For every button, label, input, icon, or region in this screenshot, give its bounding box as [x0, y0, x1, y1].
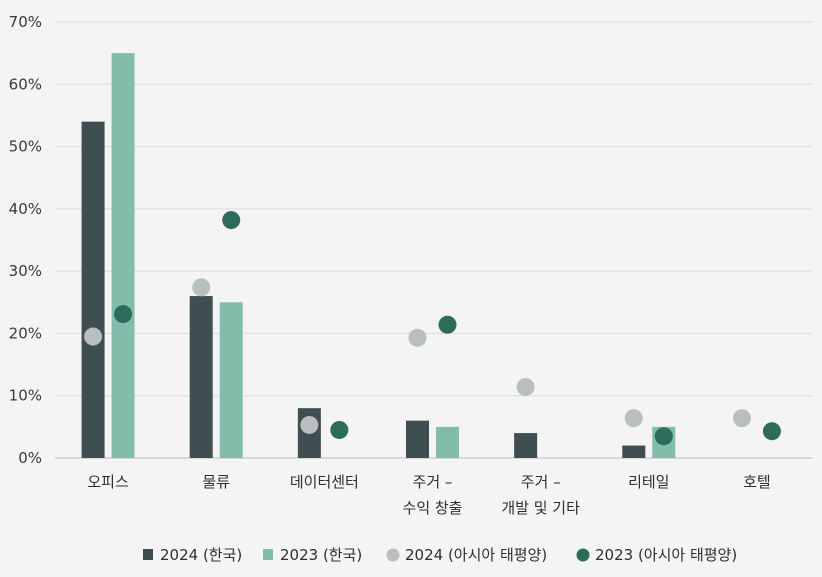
legend-swatch	[576, 548, 590, 562]
bar	[436, 426, 459, 458]
y-tick-label: 40%	[9, 200, 42, 218]
legend-swatch	[263, 549, 273, 560]
x-tick-label: 오피스	[87, 473, 129, 491]
dot	[624, 409, 643, 428]
x-tick-label: 주거 –	[521, 473, 561, 491]
dot	[222, 211, 241, 230]
legend-label: 2024 (아시아 태평양)	[405, 546, 547, 564]
dot	[330, 420, 349, 439]
bar	[111, 53, 135, 459]
dot	[408, 328, 427, 347]
bar	[514, 433, 538, 458]
legend-label: 2023 (아시아 태평양)	[595, 546, 737, 564]
bar	[622, 445, 646, 458]
x-tick-label: 호텔	[743, 473, 771, 491]
legend-label: 2023 (한국)	[280, 546, 362, 564]
bar	[189, 296, 213, 458]
dot	[114, 305, 133, 324]
dot	[438, 315, 457, 334]
dot	[732, 409, 751, 428]
y-tick-label: 70%	[9, 13, 42, 31]
dot	[654, 427, 673, 446]
bar	[81, 121, 105, 459]
y-tick-label: 60%	[9, 75, 42, 93]
bar	[406, 420, 429, 458]
dot	[84, 327, 103, 346]
x-tick-label: 데이터센터	[290, 473, 359, 491]
legend-swatch	[143, 549, 153, 560]
legend-swatch	[386, 548, 400, 562]
x-tick-label: 물류	[202, 473, 230, 491]
y-tick-label: 0%	[18, 449, 42, 467]
x-tick-label: 주거 –	[413, 473, 453, 491]
bar	[219, 302, 243, 458]
dot	[762, 422, 781, 441]
y-tick-label: 20%	[9, 324, 42, 342]
dot	[516, 377, 535, 396]
x-tick-label: 개발 및 기타	[501, 499, 580, 517]
legend-label: 2024 (한국)	[160, 546, 242, 564]
y-tick-label: 10%	[9, 387, 42, 405]
x-tick-label: 수익 창출	[403, 499, 463, 517]
y-tick-label: 30%	[9, 262, 42, 280]
y-tick-label: 50%	[9, 138, 42, 156]
dot	[300, 415, 319, 434]
x-tick-label: 리테일	[628, 473, 669, 491]
dot	[192, 278, 211, 297]
